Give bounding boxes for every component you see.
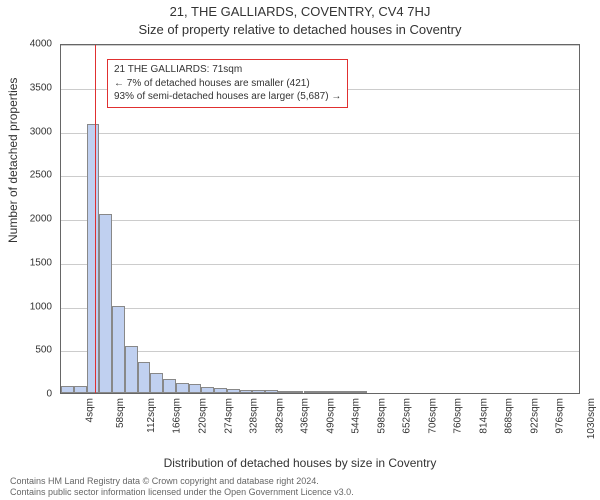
x-tick-label: 598sqm (376, 398, 387, 434)
x-tick-label: 922sqm (529, 398, 540, 434)
chart-container: 21, THE GALLIARDS, COVENTRY, CV4 7HJ Siz… (0, 0, 600, 500)
plot-area: 21 THE GALLIARDS: 71sqm ← 7% of detached… (60, 44, 580, 394)
x-tick-label: 1030sqm (586, 398, 597, 439)
x-tick-label: 274sqm (223, 398, 234, 434)
x-tick-label: 814sqm (478, 398, 489, 434)
histogram-bar (304, 391, 317, 393)
x-tick-label: 166sqm (172, 398, 183, 434)
footer-line-2: Contains public sector information licen… (10, 487, 590, 498)
y-tick-label: 2000 (30, 214, 52, 225)
histogram-bar (87, 124, 100, 394)
histogram-bar (138, 362, 151, 394)
y-tick-label: 1000 (30, 301, 52, 312)
histogram-bar (252, 390, 265, 394)
histogram-bar (265, 390, 278, 393)
y-tick-label: 1500 (30, 257, 52, 268)
super-title: 21, THE GALLIARDS, COVENTRY, CV4 7HJ (0, 4, 600, 19)
histogram-bar (227, 389, 240, 393)
histogram-bar (355, 391, 368, 393)
x-tick-label: 382sqm (274, 398, 285, 434)
histogram-bar (189, 384, 202, 393)
histogram-bar (176, 383, 189, 394)
y-tick-label: 500 (35, 345, 52, 356)
histogram-bar (240, 390, 253, 394)
x-tick-label: 436sqm (300, 398, 311, 434)
x-tick-label: 490sqm (325, 398, 336, 434)
x-tick-label: 652sqm (402, 398, 413, 434)
annotation-box: 21 THE GALLIARDS: 71sqm ← 7% of detached… (107, 59, 348, 108)
annotation-line-3: 93% of semi-detached houses are larger (… (114, 90, 341, 104)
reference-line (95, 45, 96, 393)
sub-title: Size of property relative to detached ho… (0, 22, 600, 37)
histogram-bar (112, 306, 125, 394)
histogram-bar (99, 214, 112, 393)
x-tick-label: 706sqm (427, 398, 438, 434)
x-tick-label: 112sqm (146, 398, 157, 433)
histogram-bar (74, 386, 87, 393)
histogram-bar (214, 388, 227, 393)
y-tick-label: 0 (46, 389, 52, 400)
annotation-line-1: 21 THE GALLIARDS: 71sqm (114, 63, 341, 77)
annotation-line-2: ← 7% of detached houses are smaller (421… (114, 77, 341, 91)
x-axis-label: Distribution of detached houses by size … (0, 456, 600, 470)
x-tick-label: 760sqm (453, 398, 464, 434)
footer: Contains HM Land Registry data © Crown c… (10, 476, 590, 498)
histogram-bar (291, 391, 304, 393)
histogram-bar (342, 391, 355, 393)
histogram-bar (316, 391, 329, 393)
x-tick-label: 58sqm (115, 398, 126, 428)
histogram-bar (61, 386, 74, 393)
footer-line-1: Contains HM Land Registry data © Crown c… (10, 476, 590, 487)
histogram-bar (150, 373, 163, 393)
histogram-bar (329, 391, 342, 393)
x-tick-label: 220sqm (198, 398, 209, 434)
histogram-bar (125, 346, 138, 393)
x-tick-label: 4sqm (84, 398, 95, 422)
y-ticks: 05001000150020002500300035004000 (0, 44, 56, 394)
x-tick-label: 976sqm (555, 398, 566, 434)
y-tick-label: 2500 (30, 170, 52, 181)
y-tick-label: 4000 (30, 39, 52, 50)
x-tick-label: 328sqm (249, 398, 260, 434)
histogram-bar (278, 391, 291, 393)
histogram-bar (163, 379, 176, 393)
x-ticks: 4sqm 58sqm 112sqm 166sqm 220sqm 274sqm 328sqm 3… (60, 394, 580, 454)
y-tick-label: 3000 (30, 126, 52, 137)
y-tick-label: 3500 (30, 82, 52, 93)
x-tick-label: 868sqm (504, 398, 515, 434)
histogram-bar (201, 387, 214, 393)
x-tick-label: 544sqm (351, 398, 362, 434)
